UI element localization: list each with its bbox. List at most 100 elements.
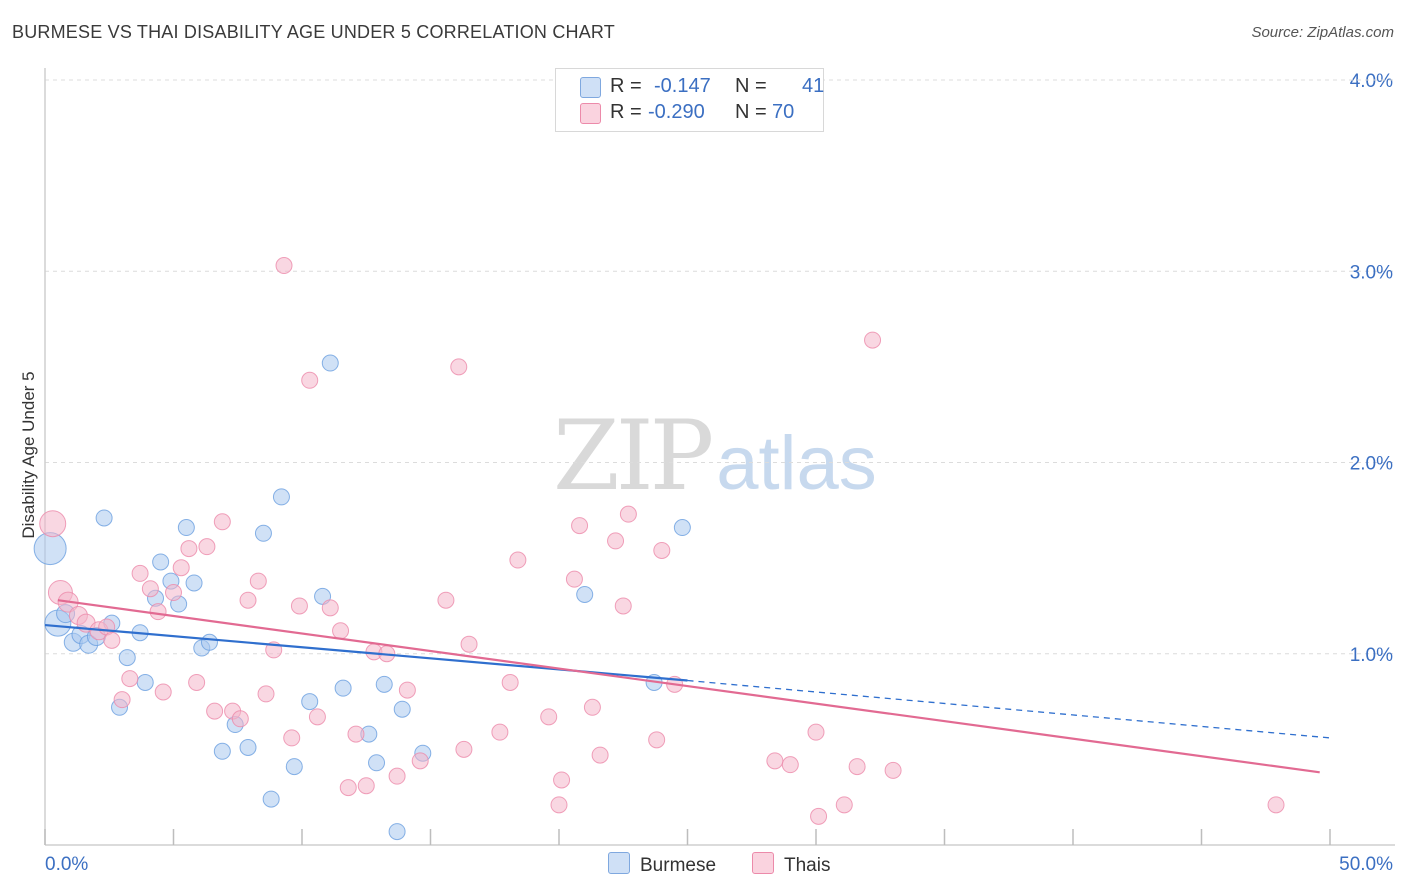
point-thais — [154, 683, 172, 701]
point-burmese — [177, 519, 195, 537]
point-burmese — [334, 679, 352, 697]
y-tick-label: 1.0% — [1350, 645, 1393, 666]
point-thais — [339, 779, 357, 797]
point-burmese — [213, 742, 231, 760]
point-thais — [332, 622, 350, 640]
source-label: Source: ZipAtlas.com — [1251, 24, 1394, 41]
trendline-extension-burmese — [687, 679, 1331, 739]
point-thais — [766, 752, 784, 770]
point-thais — [388, 767, 406, 785]
point-thais — [571, 517, 589, 535]
point-thais — [540, 708, 558, 726]
watermark-atlas: atlas — [716, 421, 877, 506]
point-burmese — [576, 585, 594, 603]
point-burmese — [200, 633, 218, 651]
legend-swatch-thais — [752, 852, 774, 874]
point-thais — [583, 698, 601, 716]
point-thais — [460, 635, 478, 653]
point-burmese — [239, 738, 257, 756]
point-thais — [835, 796, 853, 814]
point-burmese — [95, 509, 113, 527]
n-value: 70 — [772, 101, 795, 123]
point-thais — [509, 551, 527, 569]
point-thais — [848, 758, 866, 776]
watermark: ZIPatlas — [553, 400, 877, 512]
point-thais — [1267, 796, 1285, 814]
r-value: -0.147 — [654, 75, 711, 97]
point-burmese — [152, 553, 170, 571]
point-burmese — [285, 758, 303, 776]
point-thais — [553, 771, 571, 789]
point-thais — [283, 729, 301, 747]
point-thais — [275, 257, 293, 275]
series-legend: Burmese Thais — [0, 850, 1406, 878]
point-thais — [301, 371, 319, 389]
point-thais — [249, 572, 267, 590]
point-thais — [565, 570, 583, 588]
point-thais — [131, 564, 149, 582]
legend-item-thais: Thais — [752, 852, 830, 877]
point-thais — [807, 723, 825, 741]
r-label: R = — [610, 75, 642, 97]
point-thais — [491, 723, 509, 741]
point-thais — [810, 807, 828, 825]
point-thais — [398, 681, 416, 699]
legend-swatch-burmese — [580, 77, 601, 98]
n-value: 41 — [802, 75, 825, 97]
point-thais — [180, 540, 198, 558]
point-thais — [607, 532, 625, 550]
point-burmese — [136, 673, 154, 691]
point-thais — [884, 761, 902, 779]
point-thais — [653, 541, 671, 559]
point-thais — [781, 756, 799, 774]
legend-label-burmese: Burmese — [640, 855, 717, 876]
watermark-zip: ZIP — [553, 400, 714, 512]
trendline-thais — [57, 599, 1320, 774]
point-thais — [648, 731, 666, 749]
point-burmese — [118, 649, 136, 667]
point-thais — [206, 702, 224, 720]
point-burmese — [301, 693, 319, 711]
point-thais — [239, 591, 257, 609]
point-thais — [347, 725, 365, 743]
y-tick-label: 3.0% — [1350, 262, 1393, 283]
r-label: R = — [610, 101, 642, 123]
point-thais — [550, 796, 568, 814]
point-thais — [141, 580, 159, 598]
point-burmese — [368, 754, 386, 772]
x-tick-label: 0.0% — [45, 854, 88, 875]
point-thais — [357, 777, 375, 795]
point-thais — [121, 670, 139, 688]
point-thais — [149, 603, 167, 621]
point-burmese — [388, 823, 406, 841]
point-burmese — [33, 532, 67, 566]
point-thais — [231, 710, 249, 728]
point-thais — [321, 599, 339, 617]
point-thais — [591, 746, 609, 764]
point-thais — [257, 685, 275, 703]
point-thais — [172, 559, 190, 577]
point-thais — [290, 597, 308, 615]
point-thais — [188, 673, 206, 691]
point-burmese — [673, 519, 691, 537]
y-tick-label: 2.0% — [1350, 454, 1393, 475]
point-thais — [411, 752, 429, 770]
point-burmese — [393, 700, 411, 718]
point-thais — [103, 631, 121, 649]
point-thais — [165, 584, 182, 602]
point-burmese — [375, 675, 393, 693]
legend-swatch-burmese — [608, 852, 630, 874]
n-label: N = — [735, 75, 767, 97]
point-burmese — [254, 524, 272, 542]
point-thais — [113, 691, 131, 709]
legend-label-thais: Thais — [784, 855, 831, 876]
point-thais — [864, 331, 882, 349]
point-thais — [198, 538, 216, 556]
y-axis-label: Disability Age Under 5 — [19, 371, 38, 538]
point-thais — [308, 708, 326, 726]
chart-title: BURMESE VS THAI DISABILITY AGE UNDER 5 C… — [12, 22, 616, 42]
n-label: N = — [735, 101, 767, 123]
point-thais — [437, 591, 455, 609]
point-thais — [39, 510, 67, 538]
